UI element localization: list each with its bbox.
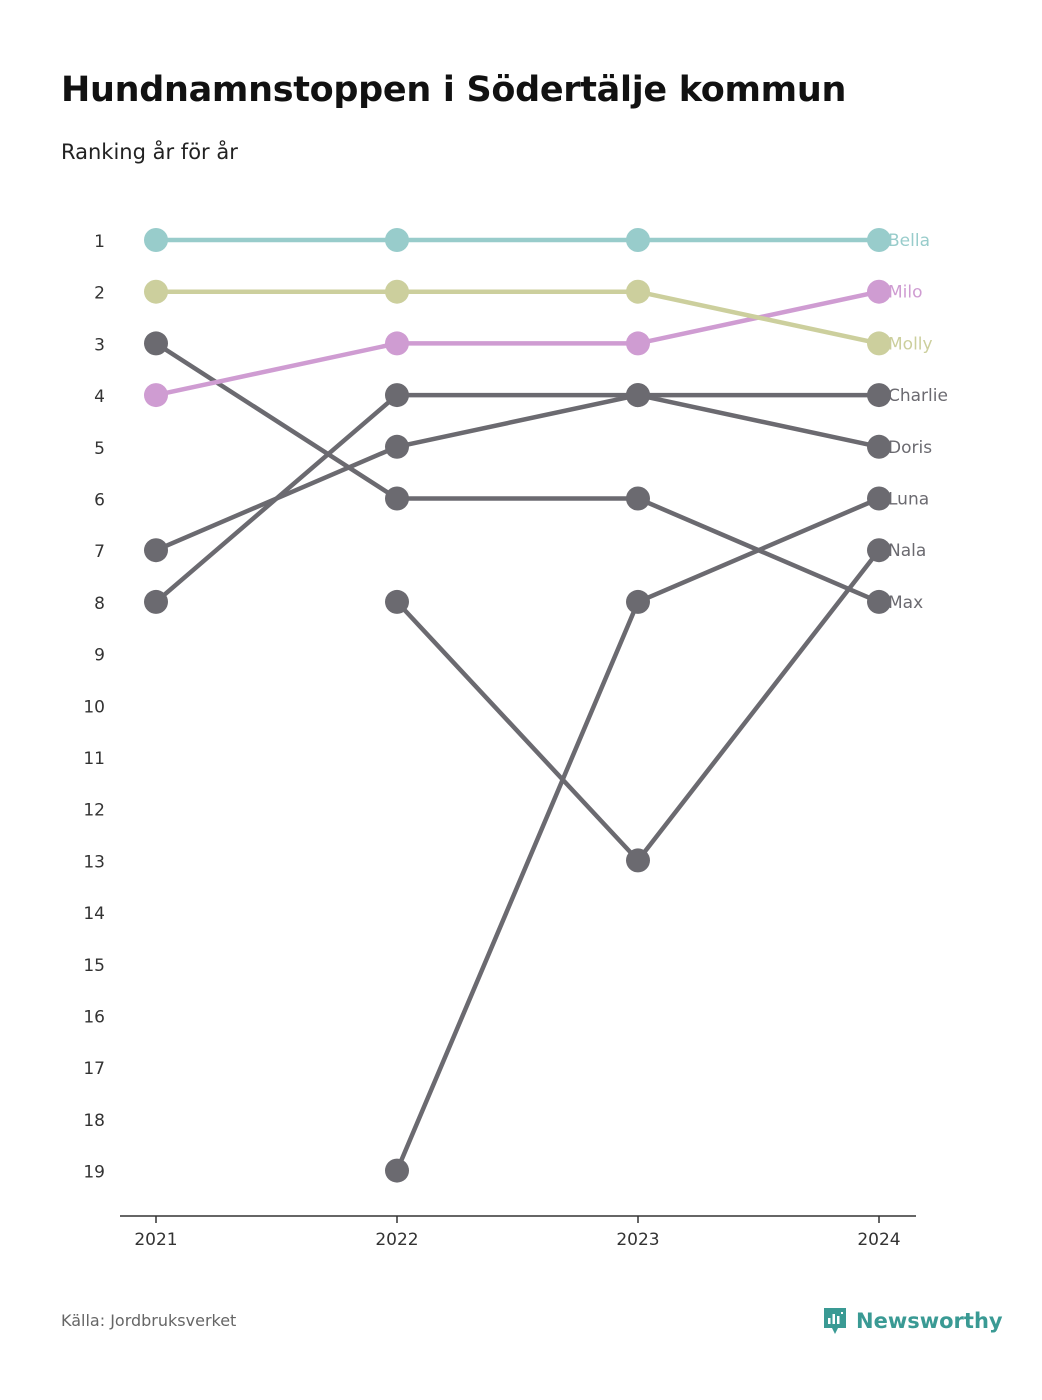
series-max: Max bbox=[144, 331, 923, 614]
y-tick-label: 17 bbox=[83, 1059, 105, 1079]
data-point-milo bbox=[144, 383, 168, 408]
chart-subtitle: Ranking år för år bbox=[61, 140, 238, 164]
newsworthy-logo-icon bbox=[824, 1308, 846, 1334]
series-line-luna bbox=[394, 599, 641, 1173]
source-note: Källa: Jordbruksverket bbox=[61, 1311, 237, 1330]
y-tick-label: 8 bbox=[94, 594, 105, 614]
series-bella: Bella bbox=[144, 228, 930, 252]
data-point-doris bbox=[867, 434, 891, 459]
y-tick-label: 1 bbox=[94, 232, 105, 252]
series-label-max: Max bbox=[888, 593, 923, 613]
data-point-luna bbox=[385, 1158, 409, 1183]
data-point-charlie bbox=[385, 383, 409, 408]
x-tick-label: 2024 bbox=[857, 1230, 900, 1250]
data-point-milo bbox=[626, 331, 650, 356]
series-line-doris bbox=[394, 392, 641, 450]
y-tick-label: 2 bbox=[94, 284, 105, 304]
y-tick-label: 5 bbox=[94, 439, 105, 459]
x-tick-label: 2022 bbox=[375, 1230, 418, 1250]
data-point-milo bbox=[385, 331, 409, 356]
data-point-luna bbox=[867, 486, 891, 511]
y-tick-label: 4 bbox=[94, 387, 105, 407]
y-tick-label: 3 bbox=[94, 335, 105, 355]
y-tick-label: 14 bbox=[83, 904, 105, 924]
data-point-max bbox=[385, 486, 409, 511]
data-point-bella bbox=[867, 228, 891, 252]
data-point-doris bbox=[385, 434, 409, 459]
y-tick-label: 7 bbox=[94, 542, 105, 562]
x-tick-label: 2023 bbox=[616, 1230, 659, 1250]
y-tick-label: 9 bbox=[94, 646, 105, 666]
series-label-molly: Molly bbox=[888, 334, 933, 354]
data-point-luna bbox=[626, 589, 650, 614]
y-tick-label: 6 bbox=[94, 491, 105, 511]
data-point-molly bbox=[626, 279, 650, 304]
data-point-bella bbox=[144, 228, 168, 252]
chart-title: Hundnamnstoppen i Södertälje kommun bbox=[61, 70, 847, 110]
y-tick-label: 11 bbox=[83, 749, 105, 769]
data-point-nala bbox=[385, 589, 409, 614]
data-point-nala bbox=[867, 538, 891, 563]
series-label-milo: Milo bbox=[888, 283, 923, 303]
series-line-max bbox=[153, 341, 400, 501]
newsworthy-logo: Newsworthy bbox=[822, 1306, 1003, 1336]
series-line-max bbox=[635, 496, 882, 605]
series-line-nala bbox=[635, 547, 882, 863]
data-point-milo bbox=[867, 279, 891, 304]
data-point-doris bbox=[626, 383, 650, 408]
y-tick-label: 12 bbox=[83, 801, 105, 821]
y-tick-label: 13 bbox=[83, 852, 105, 872]
series-label-charlie: Charlie bbox=[888, 386, 948, 406]
series-line-milo bbox=[153, 341, 400, 398]
series-milo: Milo bbox=[144, 279, 923, 408]
data-point-doris bbox=[144, 538, 168, 563]
series-line-molly bbox=[635, 289, 882, 346]
brand-name: Newsworthy bbox=[856, 1309, 1003, 1333]
series-label-nala: Nala bbox=[888, 541, 926, 561]
data-point-nala bbox=[626, 848, 650, 873]
data-point-bella bbox=[385, 228, 409, 252]
x-tick-label: 2021 bbox=[134, 1230, 177, 1250]
data-point-charlie bbox=[867, 383, 891, 408]
y-tick-label: 18 bbox=[83, 1111, 105, 1131]
series-label-doris: Doris bbox=[888, 438, 932, 458]
series-nala: Nala bbox=[385, 538, 926, 873]
series-luna: Luna bbox=[385, 486, 929, 1183]
data-point-max bbox=[144, 331, 168, 356]
data-point-charlie bbox=[144, 589, 168, 614]
series-line-nala bbox=[394, 599, 641, 863]
series-line-doris bbox=[635, 392, 882, 450]
data-point-bella bbox=[626, 228, 650, 252]
data-point-molly bbox=[144, 279, 168, 304]
series-label-luna: Luna bbox=[888, 490, 929, 510]
data-point-molly bbox=[385, 279, 409, 304]
series-molly: Molly bbox=[144, 279, 933, 356]
y-tick-label: 16 bbox=[83, 1008, 105, 1028]
data-point-max bbox=[867, 589, 891, 614]
series-doris: Doris bbox=[144, 383, 932, 563]
y-tick-label: 10 bbox=[83, 697, 105, 717]
series-line-doris bbox=[153, 444, 400, 553]
y-tick-label: 19 bbox=[83, 1163, 105, 1183]
series-label-bella: Bella bbox=[888, 231, 930, 251]
y-tick-label: 15 bbox=[83, 956, 105, 976]
data-point-max bbox=[626, 486, 650, 511]
data-point-molly bbox=[867, 331, 891, 356]
